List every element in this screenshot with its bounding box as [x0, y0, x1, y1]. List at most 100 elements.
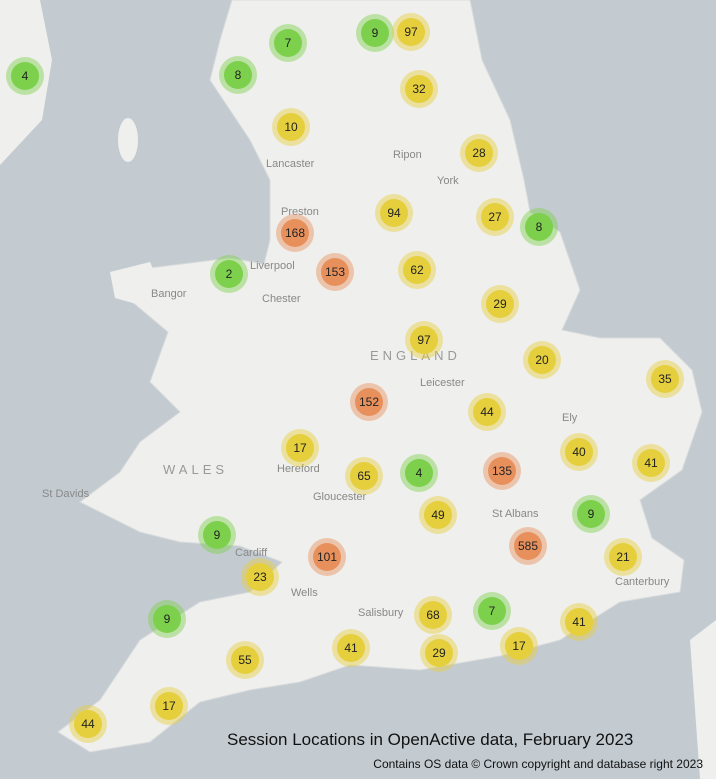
cluster-count: 10 — [284, 120, 298, 134]
cluster-count: 41 — [644, 456, 658, 470]
cluster-count: 20 — [535, 353, 549, 367]
cluster — [465, 139, 493, 167]
place-label: Wells — [291, 587, 318, 599]
cluster — [313, 543, 341, 571]
place-label: Salisbury — [358, 607, 404, 619]
place-label: ENGLAND — [370, 348, 461, 363]
place-label: Hereford — [277, 463, 320, 475]
cluster-count: 4 — [22, 69, 29, 83]
place-label: Preston — [281, 206, 319, 218]
cluster-count: 17 — [512, 639, 526, 653]
cluster-count: 29 — [432, 646, 446, 660]
cluster — [403, 256, 431, 284]
cluster-count: 9 — [164, 612, 171, 626]
cluster — [380, 199, 408, 227]
cluster — [486, 290, 514, 318]
cluster — [274, 29, 302, 57]
cluster-count: 8 — [235, 68, 242, 82]
cluster — [203, 521, 231, 549]
cluster — [155, 692, 183, 720]
cluster — [565, 608, 593, 636]
place-label: WALES — [163, 462, 228, 477]
cluster-count: 41 — [344, 641, 358, 655]
cluster — [473, 398, 501, 426]
cluster — [488, 457, 516, 485]
place-label: Ely — [562, 412, 578, 424]
cluster-count: 27 — [488, 210, 502, 224]
attribution: Contains OS data © Crown copyright and d… — [373, 757, 703, 771]
cluster-count: 17 — [162, 699, 176, 713]
cluster — [321, 258, 349, 286]
cluster — [609, 543, 637, 571]
cluster — [481, 203, 509, 231]
cluster-count: 21 — [616, 550, 630, 564]
cluster — [419, 601, 447, 629]
cluster — [410, 326, 438, 354]
cluster-count: 4 — [416, 466, 423, 480]
cluster — [74, 710, 102, 738]
cluster-count: 35 — [658, 372, 672, 386]
cluster-count: 62 — [410, 263, 424, 277]
cluster — [405, 75, 433, 103]
cluster-count: 94 — [387, 206, 401, 220]
cluster — [425, 639, 453, 667]
cluster-count: 135 — [492, 464, 512, 478]
cluster-count: 153 — [325, 265, 345, 279]
cluster-count: 97 — [404, 25, 418, 39]
cluster — [514, 532, 542, 560]
cluster — [637, 449, 665, 477]
cluster-count: 97 — [417, 333, 431, 347]
place-label: Leicester — [420, 377, 465, 389]
cluster-count: 9 — [214, 528, 221, 542]
cluster — [651, 365, 679, 393]
place-label: St Davids — [42, 488, 90, 500]
cluster-count: 44 — [81, 717, 95, 731]
cluster — [577, 500, 605, 528]
cluster-count: 585 — [518, 539, 538, 553]
france-edge — [690, 620, 716, 779]
place-label: Ripon — [393, 149, 422, 161]
cluster — [281, 219, 309, 247]
cluster — [525, 213, 553, 241]
cluster-count: 49 — [431, 508, 445, 522]
cluster-count: 9 — [372, 26, 379, 40]
cluster-count: 7 — [285, 36, 292, 50]
place-label: Cardiff — [235, 547, 268, 559]
cluster-count: 168 — [285, 226, 305, 240]
cluster — [397, 18, 425, 46]
cluster-count: 44 — [480, 405, 494, 419]
cluster-count: 152 — [359, 395, 379, 409]
cluster — [405, 459, 433, 487]
cluster-count: 29 — [493, 297, 507, 311]
place-label: York — [437, 175, 459, 187]
cluster-count: 101 — [317, 550, 337, 564]
cluster-count: 8 — [536, 220, 543, 234]
cluster-count: 41 — [572, 615, 586, 629]
cluster — [11, 62, 39, 90]
cluster-count: 2 — [226, 267, 233, 281]
cluster-count: 9 — [588, 507, 595, 521]
cluster-count: 55 — [238, 653, 252, 667]
cluster — [361, 19, 389, 47]
place-label: Lancaster — [266, 158, 315, 170]
isle-of-man — [118, 118, 138, 162]
cluster-count: 17 — [293, 441, 307, 455]
map-title: Session Locations in OpenActive data, Fe… — [227, 730, 633, 749]
cluster-count: 28 — [472, 146, 486, 160]
cluster-count: 7 — [489, 604, 496, 618]
place-label: Liverpool — [250, 260, 295, 272]
place-label: Bangor — [151, 288, 187, 300]
cluster-count: 23 — [253, 570, 267, 584]
cluster — [337, 634, 365, 662]
cluster-count: 68 — [426, 608, 440, 622]
cluster — [153, 605, 181, 633]
cluster — [505, 632, 533, 660]
cluster-count: 32 — [412, 82, 426, 96]
place-label: Canterbury — [615, 576, 670, 588]
cluster — [424, 501, 452, 529]
cluster — [528, 346, 556, 374]
cluster — [350, 462, 378, 490]
great-britain — [57, 0, 703, 753]
